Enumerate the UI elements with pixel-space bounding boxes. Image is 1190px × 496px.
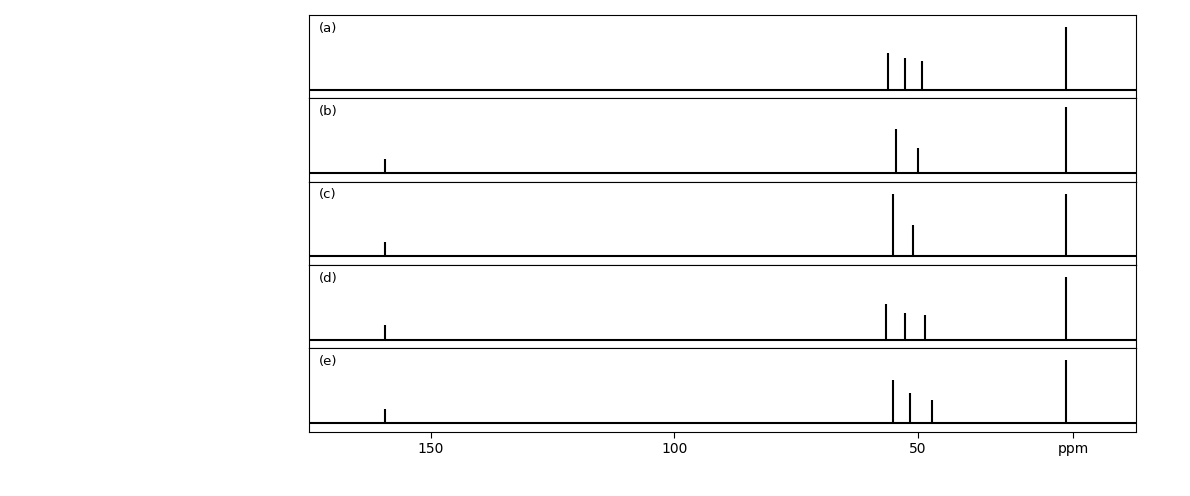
Text: (e): (e) xyxy=(319,355,338,368)
Text: (d): (d) xyxy=(319,271,338,285)
Text: (b): (b) xyxy=(319,105,338,118)
Text: (a): (a) xyxy=(319,21,338,35)
Text: (c): (c) xyxy=(319,188,337,201)
